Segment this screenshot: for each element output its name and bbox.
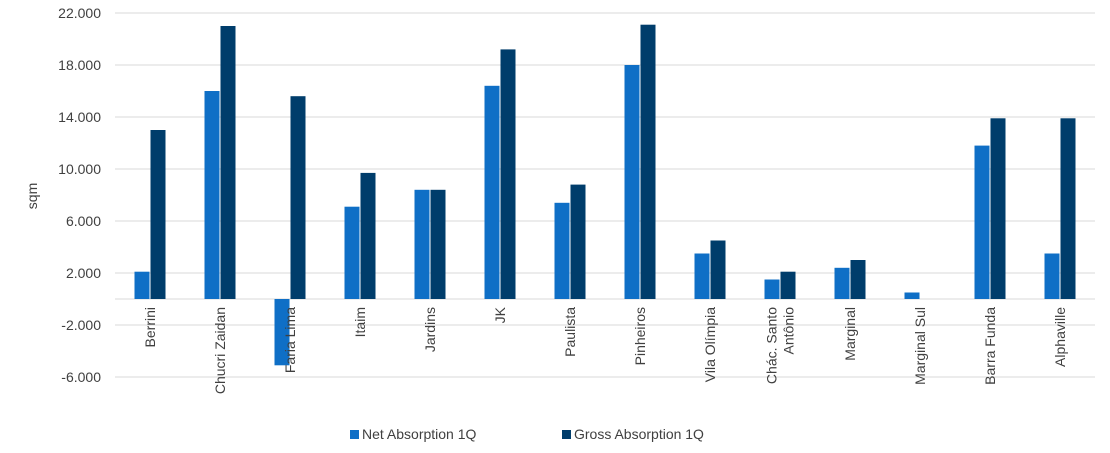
bar-net (694, 253, 710, 299)
bar-net (134, 271, 150, 299)
bar-net (974, 145, 990, 299)
legend-swatch (350, 430, 359, 439)
bar-gross (150, 130, 166, 299)
y-axis: -6.000 -2.000 2.000 6.000 10.000 14.000 18.000… (58, 5, 101, 385)
y-tick-label: 14.000 (58, 109, 101, 125)
x-tick-label: Paulista (562, 307, 578, 357)
bar-gross (850, 260, 866, 299)
bar-net (834, 267, 850, 299)
bar-net (624, 65, 640, 299)
bar-gross (710, 240, 726, 299)
bar-net (904, 292, 920, 299)
y-tick-label: 18.000 (58, 57, 101, 73)
legend-swatch (562, 430, 571, 439)
y-tick-label: 2.000 (66, 265, 101, 281)
x-tick-label: Alphaville (1052, 307, 1068, 367)
bar-net (414, 189, 430, 299)
bar-net (764, 279, 780, 299)
y-tick-label: 6.000 (66, 213, 101, 229)
bar-gross (430, 189, 446, 299)
x-tick-label: Barra Funda (982, 307, 998, 385)
legend-label: Net Absorption 1Q (362, 426, 477, 442)
x-tick-label: Itaim (352, 307, 368, 337)
x-tick-label: JK (492, 306, 508, 323)
x-tick-label: Faria Lima (282, 307, 298, 373)
bar-net (1044, 253, 1060, 299)
x-tick-label: Marginal (842, 307, 858, 361)
bar-net (484, 85, 500, 299)
y-tick-label: 22.000 (58, 5, 101, 21)
x-tick-label: Berrini (142, 307, 158, 347)
x-tick-label: Pinheiros (632, 307, 648, 365)
x-tick-label: Marginal Sul (912, 307, 928, 385)
bar-net (554, 202, 570, 299)
legend: Net Absorption 1Q Gross Absorption 1Q (350, 426, 704, 442)
x-tick-label: Antônio (781, 307, 797, 355)
bar-net (274, 299, 290, 366)
x-tick-label: Jardins (422, 307, 438, 352)
bar-gross (500, 49, 516, 300)
bar-gross (640, 24, 656, 299)
bar-gross (220, 26, 236, 299)
bar-net (344, 206, 360, 299)
bar-gross (990, 118, 1006, 299)
x-axis: Berrini Chucri Zaidan Faria Lima Itaim Jardi… (142, 306, 1068, 394)
y-tick-label: -2.000 (61, 317, 101, 333)
x-tick-label: Chucri Zaidan (212, 307, 228, 394)
bar-gross (1060, 118, 1076, 299)
y-tick-label: -6.000 (61, 369, 101, 385)
gridlines (115, 12, 1095, 378)
bar-gross (780, 271, 796, 299)
x-tick-label: Chác. Santo (764, 307, 780, 384)
y-axis-label: sqm (24, 183, 40, 209)
bar-gross (570, 184, 586, 299)
bars (134, 24, 1076, 366)
bar-gross (360, 172, 376, 299)
bar-gross (290, 96, 306, 299)
x-tick-label: Vila Olímpia (702, 307, 718, 382)
legend-label: Gross Absorption 1Q (574, 426, 704, 442)
y-tick-label: 10.000 (58, 161, 101, 177)
bar-net (204, 91, 220, 299)
